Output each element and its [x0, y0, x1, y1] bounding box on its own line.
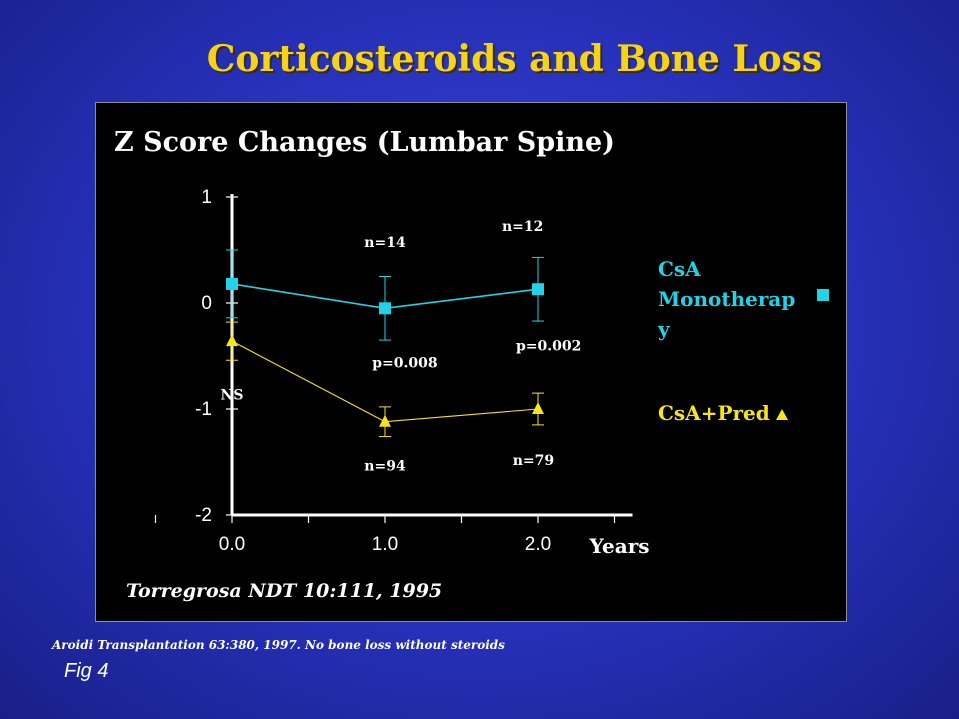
chart-annotation: n=12 — [502, 219, 543, 235]
data-point-square — [532, 283, 544, 296]
x-tick-label: 1.0 — [372, 534, 398, 555]
y-tick-label: -2 — [195, 505, 212, 526]
data-point-triangle — [379, 414, 391, 427]
data-point-square — [226, 277, 238, 290]
chart-title: Z Score Changes (Lumbar Spine) — [114, 127, 615, 158]
chart-annotation: n=14 — [364, 235, 406, 251]
chart-citation: Torregrosa NDT 10:111, 1995 — [126, 580, 443, 602]
y-tick-label: 1 — [201, 187, 212, 208]
x-axis-label: Years — [588, 534, 649, 558]
legend-label-csa: CsA — [658, 257, 701, 281]
legend-marker-triangle — [776, 409, 788, 420]
x-tick-label: 0.0 — [219, 534, 245, 555]
chart-annotation: n=94 — [364, 458, 406, 474]
chart-annotation: p=0.002 — [516, 339, 581, 355]
legend-label-csa: Monotherap — [658, 287, 795, 311]
legend-label-csa: y — [657, 317, 671, 341]
chart-svg: 1 0 -1 -2 0.0 1.0 2.0 Years n=14 n=12 NS p=0.008 p=0… — [154, 187, 829, 558]
chart-annotation: p=0.008 — [372, 356, 437, 372]
figure-label: Fig 4 — [64, 660, 109, 682]
legend-marker-square — [817, 289, 829, 301]
x-tick-label: 2.0 — [525, 534, 551, 555]
y-tick-label: 0 — [201, 293, 212, 314]
chart-annotation: NS — [221, 387, 244, 403]
data-point-triangle — [532, 402, 544, 414]
slide-title: Corticosteroids and Bone Loss — [206, 38, 823, 80]
y-tick-label: -1 — [195, 399, 212, 420]
data-point-triangle — [226, 334, 238, 347]
chart-annotation: n=79 — [513, 453, 554, 469]
legend-label-pred: CsA+Pred — [658, 401, 770, 425]
slide-footnote: Aroidi Transplantation 63:380, 1997. No … — [52, 638, 505, 652]
data-point-square — [379, 302, 391, 315]
chart-panel: Z Score Changes (Lumbar Spine) 1 0 -1 -2 0.0… — [95, 102, 847, 622]
